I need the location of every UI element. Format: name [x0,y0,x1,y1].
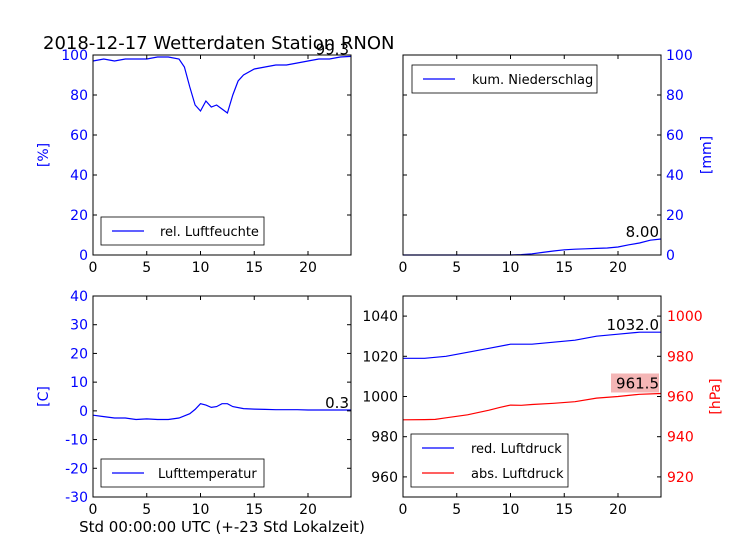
y-tick-label: 980 [371,430,398,446]
y-tick-label: 0 [666,248,675,264]
y-right-tick-label: 920 [667,470,694,486]
x-tick-label: 20 [609,260,627,276]
x-tick-label: 15 [245,502,263,518]
x-tick-label: 20 [299,260,317,276]
x-tick-label: 20 [609,502,627,518]
y-tick-label: -20 [65,461,88,477]
x-tick-label: 0 [89,502,98,518]
x-axis-label: Std 00:00:00 UTC (+-23 Std Lokalzeit) [79,518,365,536]
x-tick-label: 5 [452,260,461,276]
chart-panel-bottom-left: 0 5 10 15 20 -30 -20 -10 0 10 20 30 40 [C] 0.3 Lufttemp… [36,289,352,518]
y-axis-label: [C] [36,386,52,407]
x-tick-label: 10 [502,502,520,518]
y-tick-label: 40 [70,289,88,305]
last-value-label: 0.3 [325,394,349,412]
y-tick-label: 0 [79,404,88,420]
y-tick-label: 20 [666,208,684,224]
plot-frame [402,54,662,256]
series-line-1 [92,403,351,421]
legend: red. Luftdruck abs. Luftdruck [410,433,569,488]
chart-panel-bottom-right: 0 5 10 15 20 960 980 1000 1020 1040 920 940 960 980 10… [362,295,724,518]
y-tick-label: 20 [70,208,88,224]
y-tick-label: 60 [70,128,88,144]
x-tick-label: 15 [245,260,263,276]
y-right-tick-label: 1000 [667,309,703,325]
figure-title: 2018-12-17 Wetterdaten Station RNON [43,33,394,54]
last-value-label: 99.3 [316,40,349,58]
x-tick-label: 15 [555,502,573,518]
plot-frame [92,54,352,256]
y-tick-label: -30 [65,490,88,506]
y-tick-label: 1000 [362,390,398,406]
series-line-1 [92,55,352,114]
legend-label: Lufttemperatur [158,467,257,482]
legend-label: rel. Luftfeuchte [160,225,259,240]
legend-box [410,433,569,488]
last-value-label-2: 961.5 [616,374,659,392]
x-tick-label: 20 [299,502,317,518]
last-value-label: 1032.0 [607,316,660,334]
y-right-tick-label: 940 [667,430,694,446]
x-tick-label: 5 [452,502,461,518]
y-tick-label: 10 [70,375,88,391]
x-tick-label: 15 [555,260,573,276]
series-line-2 [402,392,662,421]
x-tick-label: 10 [502,260,520,276]
last-value-box [611,373,659,393]
y-tick-label: 0 [79,248,88,264]
y-axis-label: [%] [36,143,52,167]
y-tick-label: 1040 [362,309,398,325]
y-right-tick-label: 960 [667,390,694,406]
x-tick-label: 0 [89,260,98,276]
series-line-1 [403,331,661,359]
y-tick-label: 40 [666,168,684,184]
x-tick-label: 0 [399,260,408,276]
chart-panel-top-right: 0 5 10 15 20 0 20 40 60 80 100 [mm] 8.00 kum. Nieders… [399,48,715,276]
last-value-label: 8.00 [626,223,659,241]
x-tick-label: 10 [192,260,210,276]
plot-frame [92,295,352,498]
y-tick-label: 960 [371,470,398,486]
y-tick-label: -10 [65,433,88,449]
x-tick-label: 5 [142,502,151,518]
legend-label: kum. Niederschlag [472,73,593,88]
legend: rel. Luftfeuchte [100,216,265,246]
y-tick-label: 60 [666,128,684,144]
x-tick-label: 10 [192,502,210,518]
legend-label: abs. Luftdruck [471,467,564,482]
y-tick-label: 80 [666,88,684,104]
y-tick-label: 40 [70,168,88,184]
legend-label: red. Luftdruck [471,442,562,457]
x-tick-label: 5 [142,260,151,276]
legend: kum. Niederschlag [411,64,598,94]
y-right-axis-label: [hPa] [708,378,724,414]
y-tick-label: 1020 [362,349,398,365]
y-axis-label: [mm] [699,136,715,174]
y-right-tick-label: 980 [667,349,694,365]
y-tick-label: 30 [70,318,88,334]
x-tick-label: 0 [399,502,408,518]
y-tick-label: 20 [70,346,88,362]
series-line-1 [403,238,662,256]
legend: Lufttemperatur [100,458,265,488]
y-tick-label: 80 [70,88,88,104]
y-tick-label: 100 [61,48,88,64]
chart-panel-top-left: 0 5 10 15 20 0 20 40 60 80 100 [%] 99.3 rel. Luftfeuc… [36,40,352,276]
y-tick-label: 100 [666,48,693,64]
